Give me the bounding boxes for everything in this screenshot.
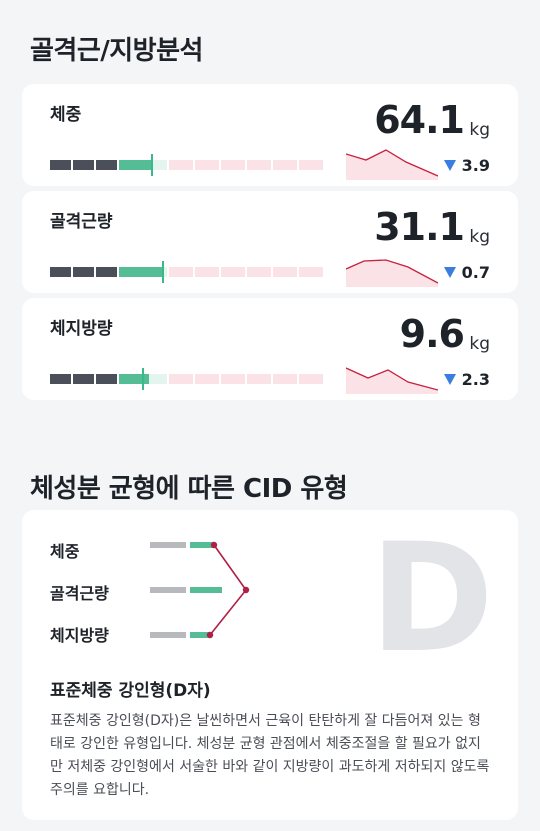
- metric-value: 31.1: [374, 205, 465, 249]
- metric-value: 9.6: [399, 312, 465, 356]
- cid-row-label: 체중: [50, 542, 80, 561]
- delta-value: 2.3: [461, 370, 490, 389]
- bar-segment-normal-light: [149, 374, 167, 384]
- bar-segment-over: [195, 267, 219, 277]
- bar-segment-over: [169, 160, 193, 170]
- bar-fill-normal: [119, 374, 142, 384]
- range-bar: [50, 261, 323, 283]
- bar-segment-over: [299, 160, 323, 170]
- bar-segment-over: [247, 160, 271, 170]
- bar-segment-under: [96, 374, 117, 384]
- down-arrow-icon: [443, 160, 456, 171]
- bar-segment-under: [73, 267, 94, 277]
- value-marker: [162, 261, 164, 283]
- metric-unit: kg: [469, 120, 490, 140]
- down-arrow-icon: [443, 267, 456, 278]
- cid-type-title: 표준체중 강인형(D자): [50, 681, 211, 701]
- bar-segment-normal-light: [149, 160, 167, 170]
- delta-value: 3.9: [461, 156, 490, 175]
- trend-sparkline: [346, 367, 438, 394]
- section-title-muscle-fat: 골격근/지방분석: [30, 36, 203, 66]
- sparkline-line: [346, 149, 438, 177]
- cid-row-label: 체지방량: [50, 626, 109, 645]
- metric-card-body-fat[interactable]: 체지방량 9.6 kg 2.3: [22, 298, 518, 400]
- cid-card: D 체중 골격근량 체지방량 표준체중 강인형(D자) 표준체중 강인형(D자)…: [22, 510, 518, 820]
- bar-segment-over: [299, 374, 323, 384]
- down-arrow-icon: [443, 374, 456, 385]
- sparkline-line: [346, 367, 438, 391]
- range-bar: [50, 368, 323, 390]
- cid-bar-below: [150, 587, 186, 593]
- bar-segment-over: [195, 160, 219, 170]
- bar-segment-over: [221, 374, 245, 384]
- bar-segment-under: [73, 160, 94, 170]
- cid-bar-normal: [190, 542, 214, 548]
- section-title-cid: 체성분 균형에 따른 CID 유형: [30, 474, 348, 504]
- metric-value: 64.1: [374, 98, 465, 142]
- bar-segment-over: [169, 267, 193, 277]
- cid-bar-below: [150, 632, 186, 638]
- cid-type-letter: D: [369, 512, 494, 686]
- value-marker: [142, 368, 144, 390]
- metric-label: 골격근량: [50, 212, 113, 232]
- sparkline-area: [346, 368, 438, 394]
- metric-card-skeletal-muscle[interactable]: 골격근량 31.1 kg 0.7: [22, 191, 518, 293]
- delta-indicator: 2.3: [443, 370, 490, 389]
- bar-segment-under: [50, 267, 71, 277]
- bar-segment-over: [169, 374, 193, 384]
- cid-bar-normal: [190, 587, 222, 593]
- bar-segment-over: [299, 267, 323, 277]
- bar-segment-under: [96, 267, 117, 277]
- bar-segment-over: [247, 374, 271, 384]
- bar-segment-over: [273, 374, 297, 384]
- bar-segment-over: [273, 160, 297, 170]
- metric-label: 체지방량: [50, 319, 113, 339]
- bar-segment-under: [50, 374, 71, 384]
- bar-segment-over: [247, 267, 271, 277]
- cid-point: [210, 541, 218, 549]
- cid-row-label: 골격근량: [50, 584, 109, 603]
- bar-segment-under: [50, 160, 71, 170]
- sparkline-line: [346, 259, 438, 284]
- cid-shape-graph: [150, 541, 250, 639]
- cid-bar-normal: [190, 632, 210, 638]
- cid-point: [242, 586, 250, 594]
- metric-unit: kg: [469, 227, 490, 247]
- bar-segment-over: [221, 267, 245, 277]
- range-bar: [50, 154, 323, 176]
- sparkline-area: [346, 150, 438, 180]
- value-marker: [151, 154, 153, 176]
- sparkline-area: [346, 260, 438, 287]
- delta-indicator: 0.7: [443, 263, 490, 282]
- cid-type-description: 표준체중 강인형(D자)은 날씬하면서 근육이 탄탄하게 잘 다듬어져 있는 형…: [50, 713, 490, 798]
- delta-indicator: 3.9: [443, 156, 490, 175]
- trend-sparkline: [346, 259, 438, 287]
- metric-label: 체중: [50, 105, 82, 125]
- delta-value: 0.7: [461, 263, 490, 282]
- trend-sparkline: [346, 149, 438, 180]
- bar-fill-normal: [119, 267, 162, 277]
- bar-fill-normal: [119, 160, 151, 170]
- bar-segment-over: [195, 374, 219, 384]
- bar-segment-over: [273, 267, 297, 277]
- bar-segment-over: [221, 160, 245, 170]
- bar-segment-under: [73, 374, 94, 384]
- metric-unit: kg: [469, 334, 490, 354]
- metric-card-weight[interactable]: 체중 64.1 kg 3.9: [22, 84, 518, 186]
- cid-point: [206, 631, 214, 639]
- cid-bar-below: [150, 542, 186, 548]
- bar-segment-under: [96, 160, 117, 170]
